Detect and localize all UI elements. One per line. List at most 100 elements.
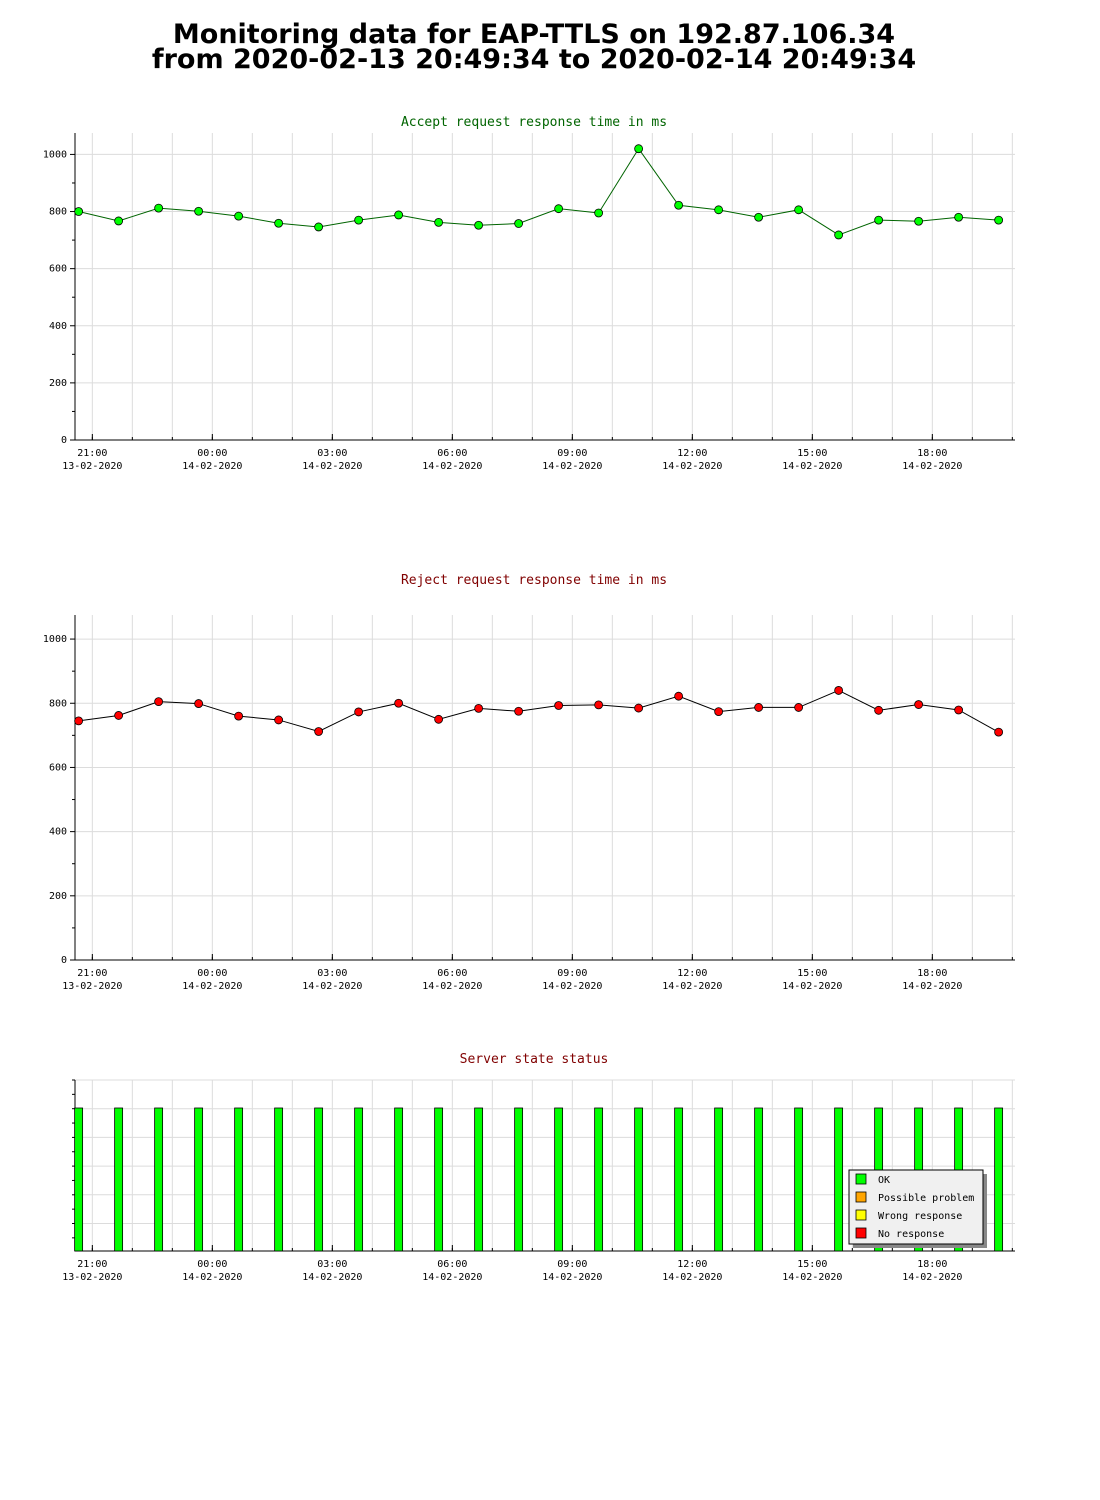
x-tick-label-date: 14-02-2020 [902,461,962,472]
page-title: Monitoring data for EAP-TTLS on 192.87.1… [0,19,1068,73]
x-tick-label-time: 00:00 [197,1259,227,1270]
status-bar [154,1107,164,1252]
legend-box [848,1169,984,1245]
data-point [154,203,164,213]
y-tick-label: 600 [49,762,67,773]
data-point [634,703,644,713]
status-bar [394,1107,404,1252]
chart-title: Reject request response time in ms [401,573,667,588]
legend-label: Possible problem [878,1193,974,1204]
data-point [514,706,524,716]
legend-swatch [855,1173,867,1185]
data-point [794,703,804,712]
x-tick-label-date: 14-02-2020 [902,1272,962,1283]
x-tick-label-date: 14-02-2020 [782,981,842,992]
x-tick-label-time: 09:00 [557,968,587,979]
data-point [314,727,324,736]
status-bar [514,1107,524,1252]
data-point [914,216,924,226]
x-tick-label-date: 14-02-2020 [662,981,722,992]
data-point [714,707,724,716]
x-tick-label-date: 14-02-2020 [422,461,482,472]
data-point [874,705,884,715]
x-tick-label-time: 06:00 [437,968,467,979]
status-bar [194,1107,204,1252]
x-tick-label-date: 14-02-2020 [662,1272,722,1283]
x-tick-label-date: 14-02-2020 [422,981,482,992]
x-tick-label-date: 14-02-2020 [782,461,842,472]
x-tick-label-time: 09:00 [557,1259,587,1270]
data-point [834,686,844,695]
x-tick-label-time: 21:00 [77,968,107,979]
x-tick-label-date: 14-02-2020 [182,981,242,992]
x-tick-label-date: 13-02-2020 [62,461,122,472]
x-tick-label-date: 14-02-2020 [422,1272,482,1283]
data-point [754,212,764,222]
status-bar [314,1107,324,1252]
x-tick-label-date: 14-02-2020 [182,1272,242,1283]
data-point [354,707,364,717]
data-point [154,697,164,707]
x-tick-label-time: 21:00 [77,1259,107,1270]
data-point [634,144,644,154]
data-point [834,230,844,240]
x-tick-label-date: 14-02-2020 [662,461,722,472]
x-tick-label-time: 12:00 [677,448,707,459]
legend-swatch [855,1191,867,1203]
data-point [754,703,764,712]
data-point [74,716,84,726]
data-point [274,715,284,725]
data-point [474,220,484,230]
data-point [434,217,444,227]
data-point [994,215,1004,225]
status-bar [994,1107,1004,1252]
y-tick-label: 200 [49,378,67,389]
y-tick-label: 400 [49,827,67,838]
status-bar [274,1107,284,1252]
x-tick-label-time: 09:00 [557,448,587,459]
data-point [674,200,684,210]
legend: OK Possible problem Wrong response No respo… [848,1169,987,1248]
x-tick-label-date: 14-02-2020 [542,461,602,472]
x-tick-label-time: 03:00 [317,968,347,979]
y-tick-label: 1000 [43,149,67,160]
page-title-line-1: Monitoring data for EAP-TTLS on 192.87.1… [172,19,896,50]
data-point [234,711,244,721]
chart-title: Accept request response time in ms [401,115,667,130]
status-bar [114,1107,124,1252]
x-tick-label-date: 14-02-2020 [182,461,242,472]
data-point [74,207,84,216]
y-tick-label: 800 [49,207,67,218]
x-tick-label-time: 06:00 [437,1259,467,1270]
legend-swatch [855,1227,867,1239]
x-tick-label-time: 00:00 [197,968,227,979]
status-bar [634,1107,644,1252]
data-point [474,703,484,713]
y-tick-label: 200 [49,891,67,902]
data-point [594,208,604,218]
status-bar [754,1107,764,1252]
data-point [554,701,564,710]
x-tick-label-time: 12:00 [677,1259,707,1270]
status-bar [714,1107,724,1252]
x-tick-label-time: 06:00 [437,448,467,459]
status-bar [794,1107,804,1252]
x-tick-label-date: 14-02-2020 [782,1272,842,1283]
data-point [354,215,364,225]
data-point [794,205,804,215]
data-point [954,705,964,715]
data-point [274,218,284,228]
data-point [114,711,124,720]
series-line [78,147,999,236]
y-tick-label: 600 [49,264,67,275]
x-tick-label-date: 13-02-2020 [62,981,122,992]
x-tick-label-time: 03:00 [317,1259,347,1270]
y-tick-label: 800 [49,698,67,709]
data-point [114,216,124,226]
status-bar [554,1107,564,1252]
status-bar [434,1107,444,1252]
status-bar [234,1107,244,1252]
status-bar [674,1107,684,1252]
y-tick-label: 0 [61,955,67,966]
status-bar [594,1107,604,1252]
